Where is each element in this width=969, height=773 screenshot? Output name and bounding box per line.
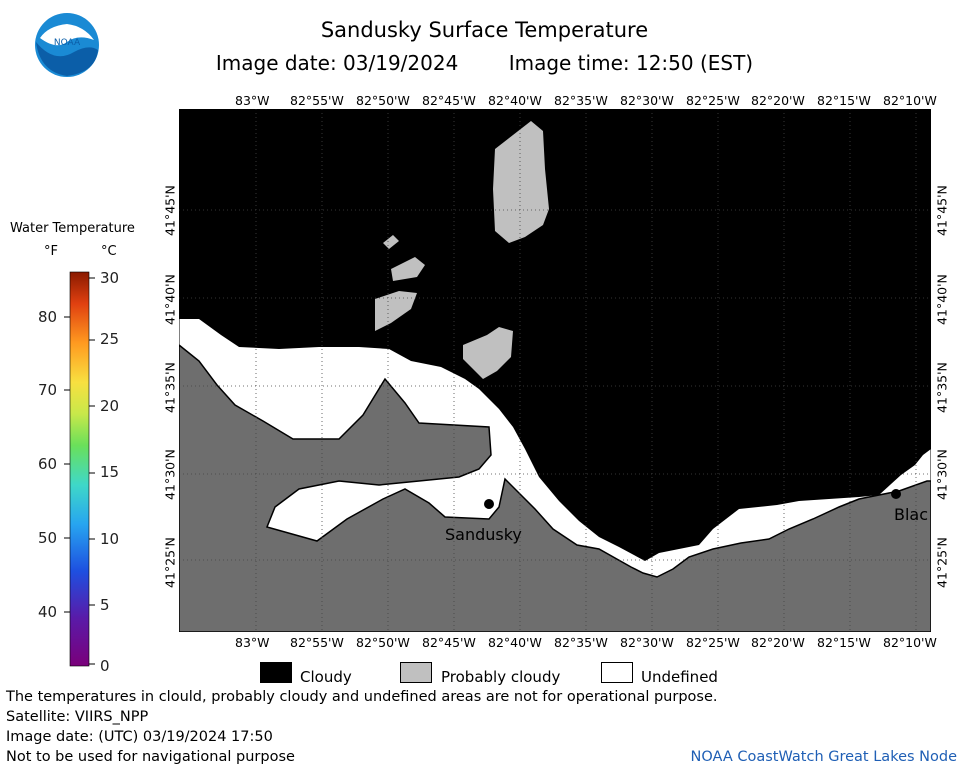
lon-label: 82°25'W [686,93,740,108]
lon-label: 82°50'W [356,635,410,650]
probably-cloudy-patch [391,257,425,281]
utc-date-text: Image date: (UTC) 03/19/2024 17:50 [6,729,273,745]
lat-label: 41°25'N [162,537,178,588]
lon-label: 82°45'W [422,635,476,650]
colorbar-f-label: 70 [38,381,58,399]
lon-label: 82°30'W [620,93,674,108]
lon-label: 82°25'W [686,635,740,650]
lat-label: 41°30'N [162,449,178,500]
probably-cloudy-patch [463,327,513,379]
image-datetime: Image date: 03/19/2024 Image time: 12:50… [0,51,969,75]
lon-label: 82°15'W [817,93,871,108]
lat-label: 41°45'N [162,185,178,236]
colorbar-c-label: 30 [100,269,120,287]
legend-swatch-probably-cloudy [400,662,432,683]
colorbar-f-label: 40 [38,603,58,621]
lat-label: 41°35'N [162,362,178,413]
colorbar-title: Water Temperature [10,221,135,236]
legend-label-probably-cloudy: Probably cloudy [441,668,561,686]
probably-cloudy-patch [375,291,417,331]
city-label-sandusky: Sandusky [445,525,522,544]
credit-link[interactable]: NOAA CoastWatch Great Lakes Node [690,749,957,765]
sandusky-marker [484,499,494,509]
colorbar-unit-f: °F [44,244,58,259]
lon-label: 82°55'W [290,635,344,650]
colorbar-c-label: 5 [100,596,110,614]
lat-label: 41°40'N [934,274,950,325]
colorbar-f-label: 60 [38,455,58,473]
colorbar-unit-c: °C [101,244,117,259]
lon-label: 82°40'W [488,93,542,108]
lon-label: 83°W [235,93,270,108]
lon-label: 82°20'W [751,93,805,108]
probably-cloudy-patch [383,235,399,249]
lon-label: 82°35'W [554,93,608,108]
lon-label: 82°15'W [817,635,871,650]
colorbar-f-label: 80 [38,308,58,326]
lon-label: 82°40'W [488,635,542,650]
temperature-map [179,109,931,632]
colorbar-c-label: 10 [100,530,120,548]
colorbar-f-label: 50 [38,529,58,547]
lon-label: 82°50'W [356,93,410,108]
lon-label: 82°10'W [883,93,937,108]
image-date: Image date: 03/19/2024 [215,51,459,75]
legend-swatch-cloudy [260,662,292,683]
lat-label: 41°35'N [934,362,950,413]
colorbar-c-label: 20 [100,397,120,415]
lon-label: 82°20'W [751,635,805,650]
lat-label: 41°45'N [934,185,950,236]
colorbar-c-label: 15 [100,463,120,481]
image-time: Image time: 12:50 (EST) [508,51,754,75]
legend-label-undefined: Undefined [641,668,718,686]
navigation-warning: Not to be used for navigational purpose [6,749,295,765]
lon-label: 82°45'W [422,93,476,108]
noaa-logo: NOAA [35,13,99,77]
cloudy-area [179,109,931,561]
lat-label: 41°30'N [934,449,950,500]
colorbar-c-label: 25 [100,330,120,348]
grid-lines [179,109,931,632]
blac-marker [891,489,901,499]
lon-label: 82°10'W [883,635,937,650]
legend-swatch-undefined [601,662,633,683]
lat-label: 41°40'N [162,274,178,325]
disclaimer-text: The temperatures in clould, probably clo… [6,689,718,705]
satellite-text: Satellite: VIIRS_NPP [6,709,149,725]
lon-label: 82°35'W [554,635,608,650]
lat-label: 41°25'N [934,537,950,588]
lon-label: 82°55'W [290,93,344,108]
colorbar-c-label: 0 [100,657,110,675]
probably-cloudy-patch [493,121,549,243]
lon-label: 82°30'W [620,635,674,650]
page-title: Sandusky Surface Temperature [320,18,649,42]
colorbar [64,271,95,667]
lon-label: 83°W [235,635,270,650]
logo-text: NOAA [54,38,81,48]
legend-label-cloudy: Cloudy [300,668,352,686]
city-label-blac: Blac [894,505,929,524]
